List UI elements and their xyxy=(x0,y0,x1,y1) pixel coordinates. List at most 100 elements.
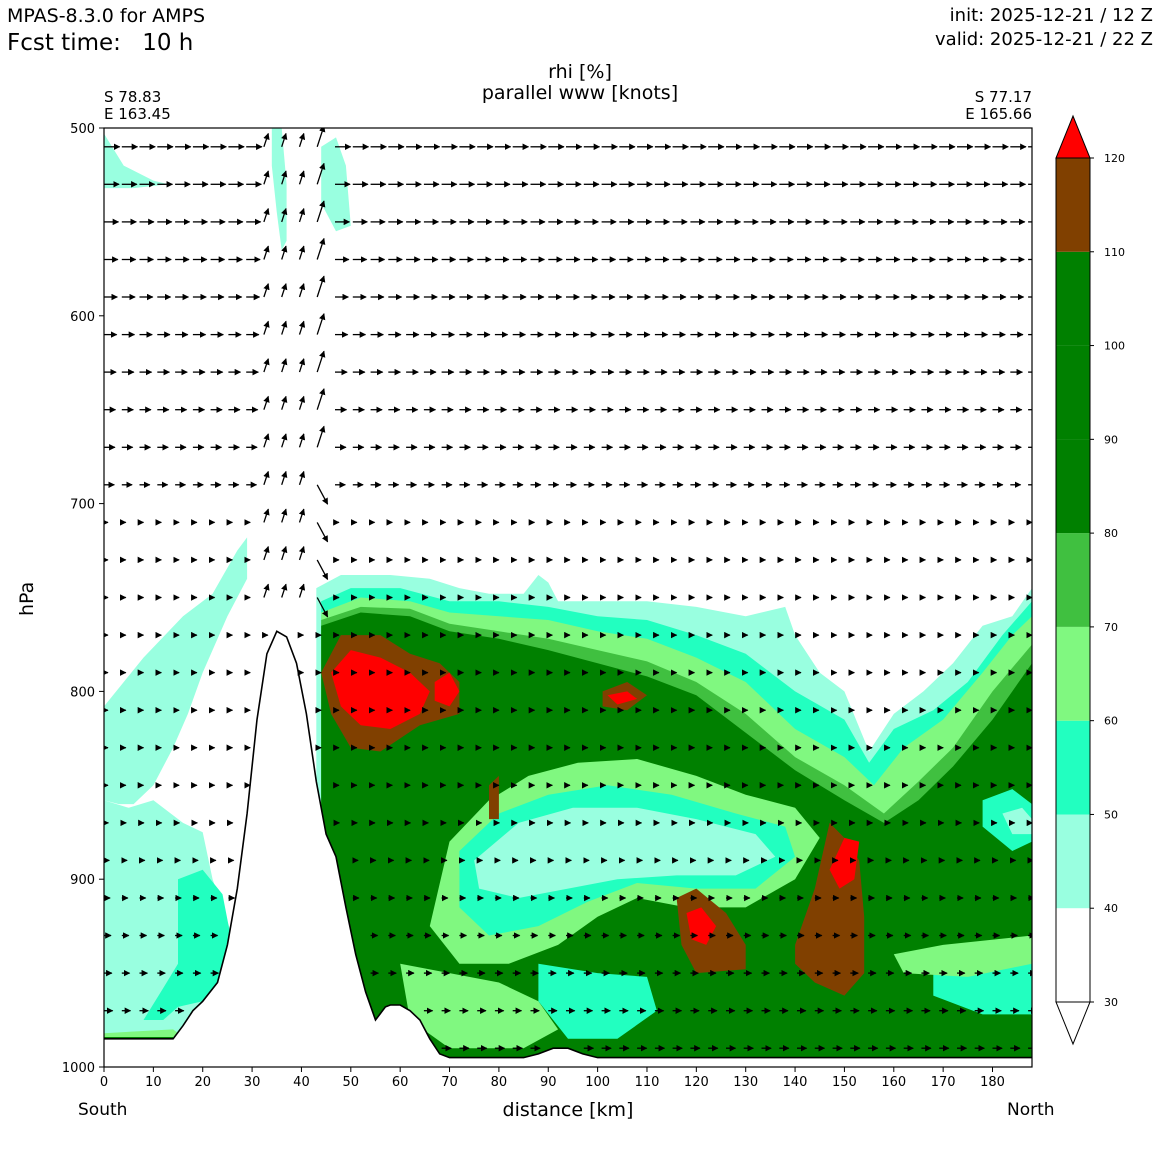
x-tick: 100 xyxy=(585,1067,610,1090)
x-tick: 120 xyxy=(684,1067,709,1090)
y-tick: 800 xyxy=(70,685,104,700)
rhi-band-60-left xyxy=(104,1029,183,1037)
left-end-lon: E 163.45 xyxy=(104,105,171,123)
y-tick-label: 900 xyxy=(70,873,95,888)
y-tick: 900 xyxy=(70,873,104,888)
colorbar-band xyxy=(1056,439,1090,534)
x-tick-label: 10 xyxy=(145,1075,162,1090)
x-tick: 90 xyxy=(540,1067,557,1090)
north-label: North xyxy=(1007,1100,1055,1120)
wind-arrow xyxy=(263,283,270,298)
x-axis-label: distance [km] xyxy=(502,1099,634,1121)
wind-arrow xyxy=(298,433,306,448)
y-tick-label: 800 xyxy=(70,685,95,700)
terrain xyxy=(104,630,1032,1067)
x-tick: 30 xyxy=(244,1067,261,1090)
rhi-band-50-lower xyxy=(538,963,657,1039)
x-tick: 180 xyxy=(980,1067,1005,1090)
colorbar-tick-label: 80 xyxy=(1104,527,1118,540)
wind-arrow xyxy=(281,433,288,448)
wind-vectors xyxy=(104,128,1032,1052)
wind-arrow xyxy=(263,358,270,373)
wind-arrow xyxy=(298,508,306,523)
right-end-lat: S 77.17 xyxy=(974,88,1032,106)
x-tick: 40 xyxy=(293,1067,310,1090)
x-tick-label: 120 xyxy=(684,1075,709,1090)
y-axis-label: hPa xyxy=(16,581,38,616)
wind-arrow xyxy=(316,484,329,505)
x-tick-label: 30 xyxy=(244,1075,261,1090)
x-tick-label: 130 xyxy=(733,1075,758,1090)
colorbar-tick-label: 110 xyxy=(1104,246,1125,259)
wind-arrow xyxy=(281,508,288,523)
wind-arrow xyxy=(298,545,306,561)
colorbar-tick-label: 90 xyxy=(1104,433,1118,446)
wind-arrow xyxy=(298,132,306,147)
wind-arrow xyxy=(298,170,306,185)
init-time: init: 2025-12-21 / 12 Z xyxy=(949,5,1153,26)
colorbar-band xyxy=(1056,533,1090,627)
wind-arrow xyxy=(298,583,306,598)
x-tick: 50 xyxy=(343,1067,359,1090)
wind-arrow xyxy=(316,237,326,260)
wind-arrow xyxy=(281,170,288,185)
colorbar-tick-label: 60 xyxy=(1104,715,1118,728)
wind-arrow xyxy=(316,522,329,543)
terrain-fill xyxy=(104,631,1032,1067)
colorbar-band xyxy=(1056,626,1090,721)
y-tick-label: 1000 xyxy=(62,1061,95,1076)
colorbar-tick-label: 100 xyxy=(1104,340,1125,353)
wind-arrow xyxy=(263,583,270,598)
x-tick-label: 60 xyxy=(392,1075,409,1090)
colorbar-band xyxy=(1056,814,1090,909)
wind-arrow xyxy=(263,395,270,410)
y-tick: 700 xyxy=(70,498,104,513)
x-tick-label: 170 xyxy=(931,1075,956,1090)
x-tick: 160 xyxy=(881,1067,906,1090)
plot-frame xyxy=(103,127,1033,1068)
x-tick-label: 40 xyxy=(293,1075,310,1090)
wind-arrow xyxy=(263,320,270,335)
wind-arrow xyxy=(316,313,326,335)
x-tick: 150 xyxy=(832,1067,857,1090)
x-tick: 140 xyxy=(783,1067,808,1090)
x-tick-label: 140 xyxy=(783,1075,808,1090)
chart-title-line2: parallel www [knots] xyxy=(481,82,679,104)
fcst-time-label: Fcst time: xyxy=(7,30,121,56)
x-tick-label: 100 xyxy=(585,1075,610,1090)
wind-arrow xyxy=(281,283,288,298)
wind-arrow xyxy=(263,508,270,523)
rhi-band-120-core-a2 xyxy=(434,672,460,707)
x-tick: 10 xyxy=(145,1067,162,1090)
wind-arrow xyxy=(316,200,326,223)
wind-arrow xyxy=(316,162,326,185)
wind-arrow xyxy=(298,470,306,485)
x-tick: 60 xyxy=(392,1067,409,1090)
y-tick-label: 600 xyxy=(70,310,95,325)
wind-arrow xyxy=(298,207,306,223)
x-tick-label: 70 xyxy=(441,1075,458,1090)
wind-arrow xyxy=(316,128,326,148)
wind-arrow xyxy=(316,559,329,580)
colorbar-tick-label: 70 xyxy=(1104,621,1118,634)
wind-arrow xyxy=(298,245,306,260)
rhi-band-120-core-d xyxy=(829,837,860,889)
rhi-band-40-pocket xyxy=(474,807,776,898)
valid-time: valid: 2025-12-21 / 22 Z xyxy=(935,29,1153,50)
wind-arrow xyxy=(298,358,306,373)
y-tick: 500 xyxy=(70,122,104,137)
colorbar-extend-min xyxy=(1055,1001,1091,1046)
wind-arrow xyxy=(298,320,306,335)
colorbar-band xyxy=(1056,158,1090,252)
wind-arrow xyxy=(263,170,270,185)
wind-arrow xyxy=(281,583,288,598)
colorbar-band xyxy=(1056,908,1090,1002)
x-tick-label: 180 xyxy=(980,1075,1005,1090)
x-tick-label: 110 xyxy=(635,1075,660,1090)
wind-arrow xyxy=(263,245,270,260)
wind-arrow xyxy=(298,283,306,298)
wind-arrow xyxy=(281,545,288,561)
colorbar-band xyxy=(1056,720,1090,815)
fcst-time: Fcst time: 10 h xyxy=(7,32,193,55)
wind-arrow xyxy=(263,132,270,148)
